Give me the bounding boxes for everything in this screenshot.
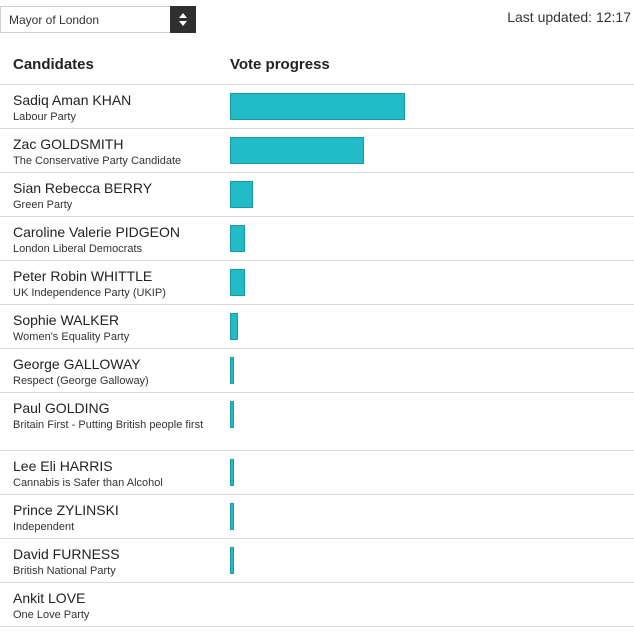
table-row: David FURNESS British National Party (0, 539, 634, 583)
candidate-name: Paul GOLDING (13, 400, 110, 416)
table-row: Paul GOLDING Britain First - Putting Brit… (0, 393, 634, 451)
candidate-party: Labour Party (13, 111, 76, 123)
table-header: Candidates Vote progress (0, 44, 634, 85)
candidate-party: Green Party (13, 199, 73, 211)
vote-progress-bar (230, 269, 245, 296)
election-select-value: Mayor of London (9, 13, 100, 27)
table-row: Ankit LOVE One Love Party (0, 583, 634, 627)
table-row: Zac GOLDSMITH The Conservative Party Cand… (0, 129, 634, 173)
candidate-name: David FURNESS (13, 546, 120, 562)
vote-progress-bar (230, 181, 253, 208)
last-updated: Last updated: 12:17 (507, 9, 631, 25)
table-row: Sian Rebecca BERRY Green Party (0, 173, 634, 217)
candidate-party: British National Party (13, 565, 116, 577)
candidate-name: Lee Eli HARRIS (13, 458, 113, 474)
candidate-name: Sadiq Aman KHAN (13, 92, 132, 108)
candidate-party: The Conservative Party Candidate (13, 155, 182, 167)
candidate-name: Sian Rebecca BERRY (13, 180, 153, 196)
candidates-column-header: Candidates (13, 56, 94, 73)
vote-progress-bar (230, 401, 234, 428)
candidate-party: Women's Equality Party (13, 331, 130, 343)
vote-progress-column-header: Vote progress (230, 56, 330, 73)
table-row: George GALLOWAY Respect (George Galloway) (0, 349, 634, 393)
candidate-party: Respect (George Galloway) (13, 375, 149, 387)
candidate-name: Caroline Valerie PIDGEON (13, 224, 181, 240)
candidate-name: Ankit LOVE (13, 590, 86, 606)
table-row: Lee Eli HARRIS Cannabis is Safer than Alc… (0, 451, 634, 495)
table-row: Sadiq Aman KHAN Labour Party (0, 85, 634, 129)
select-arrows-icon[interactable] (170, 6, 196, 33)
candidate-name: Prince ZYLINSKI (13, 502, 119, 518)
candidate-party: One Love Party (13, 609, 90, 621)
top-bar: Mayor of London Last updated: 12:17 (0, 0, 634, 40)
candidate-party: Independent (13, 521, 75, 533)
table-body: Sadiq Aman KHAN Labour Party Zac GOLDSMITH… (0, 85, 634, 627)
candidate-party: London Liberal Democrats (13, 243, 143, 255)
table-row: Prince ZYLINSKI Independent (0, 495, 634, 539)
vote-progress-bar (230, 225, 245, 252)
vote-progress-bar (230, 93, 405, 120)
candidate-name: Peter Robin WHITTLE (13, 268, 153, 284)
candidate-party: Cannabis is Safer than Alcohol (13, 477, 163, 489)
table-row: Caroline Valerie PIDGEON London Liberal D… (0, 217, 634, 261)
vote-progress-bar (230, 313, 238, 340)
election-select[interactable]: Mayor of London (0, 6, 196, 33)
candidate-name: Zac GOLDSMITH (13, 136, 124, 152)
results-table: Candidates Vote progress Sadiq Aman KHAN… (0, 44, 634, 627)
candidate-name: George GALLOWAY (13, 356, 141, 372)
table-row: Sophie WALKER Women's Equality Party (0, 305, 634, 349)
vote-progress-bar (230, 459, 234, 486)
vote-progress-bar (230, 503, 234, 530)
vote-progress-bar (230, 357, 234, 384)
vote-progress-bar (230, 547, 234, 574)
vote-progress-bar (230, 137, 364, 164)
table-row: Peter Robin WHITTLE UK Independence Party… (0, 261, 634, 305)
candidate-party: Britain First - Putting British people f… (13, 419, 204, 431)
candidate-name: Sophie WALKER (13, 312, 120, 328)
candidate-party: UK Independence Party (UKIP) (13, 287, 166, 299)
